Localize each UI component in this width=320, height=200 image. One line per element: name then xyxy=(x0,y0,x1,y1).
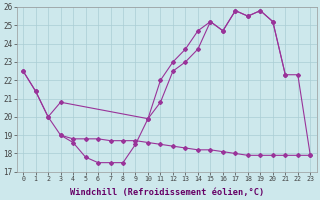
X-axis label: Windchill (Refroidissement éolien,°C): Windchill (Refroidissement éolien,°C) xyxy=(69,188,264,197)
